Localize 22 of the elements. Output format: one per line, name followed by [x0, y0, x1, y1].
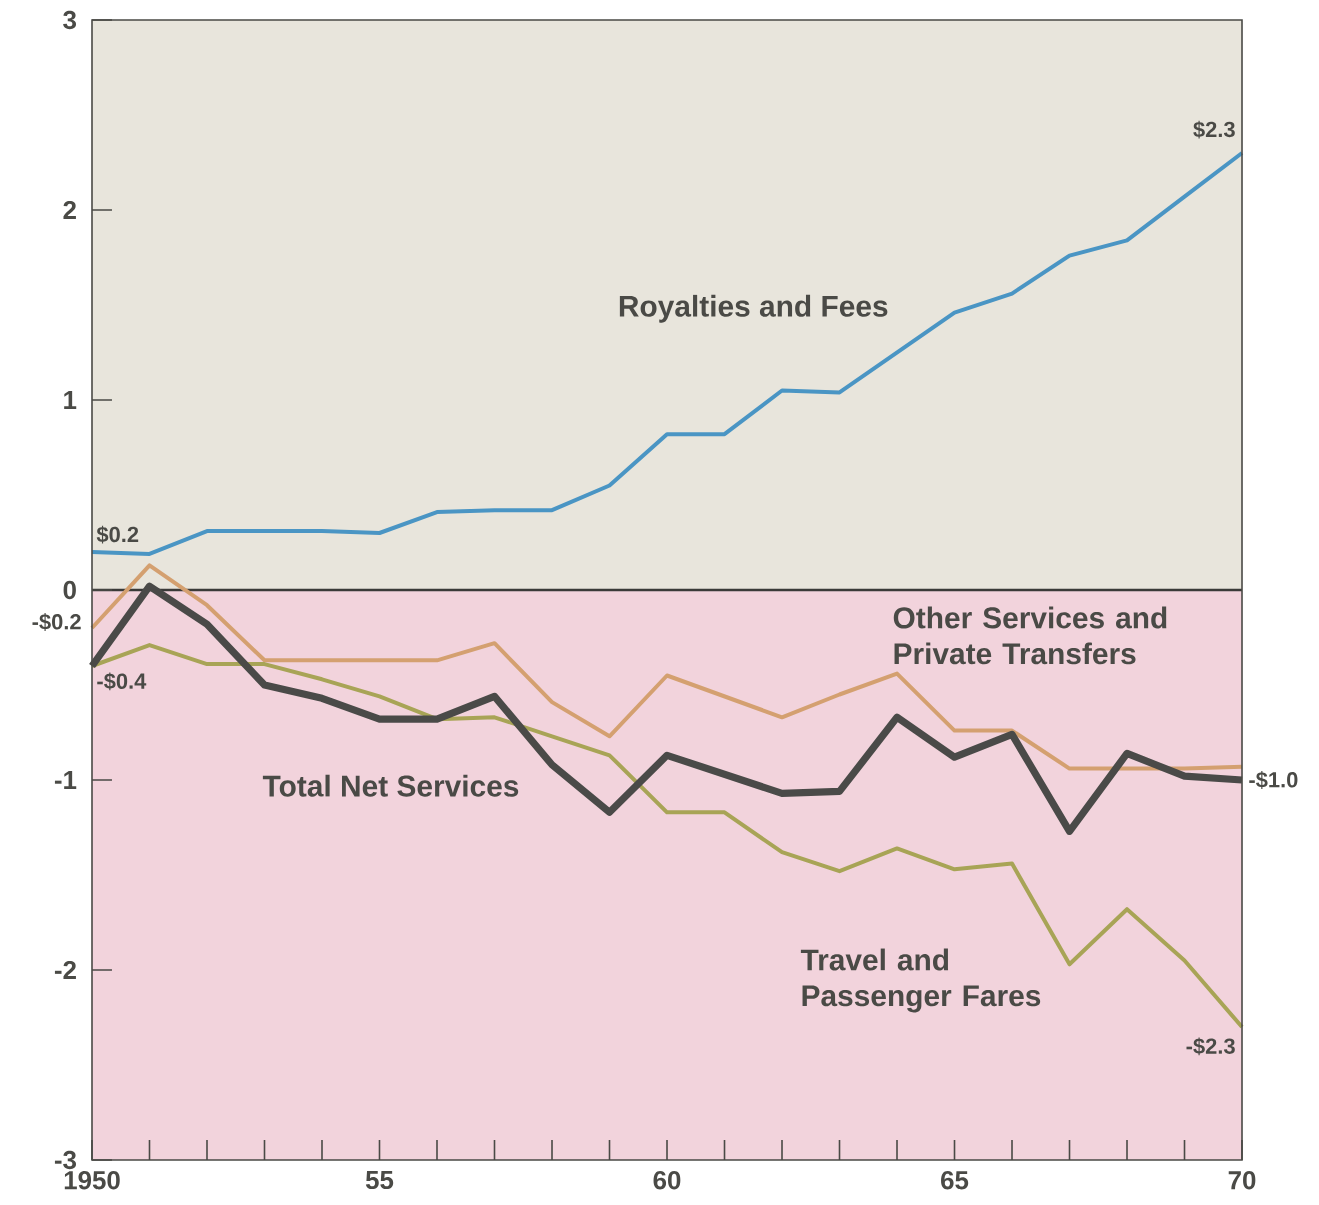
data-label: $2.3	[1193, 120, 1235, 139]
y-tick-label: 3	[63, 10, 77, 30]
x-tick-label: 70	[1228, 1171, 1256, 1190]
y-tick-label: -1	[54, 771, 77, 789]
y-tick-label: 2	[63, 200, 76, 220]
y-tick-label: 1	[64, 391, 77, 409]
y-tick-label: -3	[54, 1150, 77, 1170]
series-label: Royalties and Fees	[619, 294, 888, 323]
x-tick-label: 60	[653, 1171, 681, 1190]
x-tick-label: 1950	[64, 1171, 120, 1190]
data-label: -$0.2	[32, 613, 81, 631]
data-label: -$2.3	[1186, 1037, 1235, 1056]
x-tick-label: 55	[365, 1171, 394, 1190]
data-label: -$0.4	[97, 672, 147, 691]
x-tick-label: 65	[941, 1171, 969, 1190]
y-tick-label: -2	[54, 960, 76, 980]
data-label: $0.2	[96, 525, 139, 544]
series-label: Total Net Services	[262, 774, 519, 797]
data-label: -$1.0	[1249, 771, 1298, 789]
series-label: Other Services and Private Transfers	[893, 606, 1167, 665]
series-label: Travel and Passenger Fares	[800, 948, 1041, 1013]
y-tick-label: 0	[63, 580, 76, 600]
